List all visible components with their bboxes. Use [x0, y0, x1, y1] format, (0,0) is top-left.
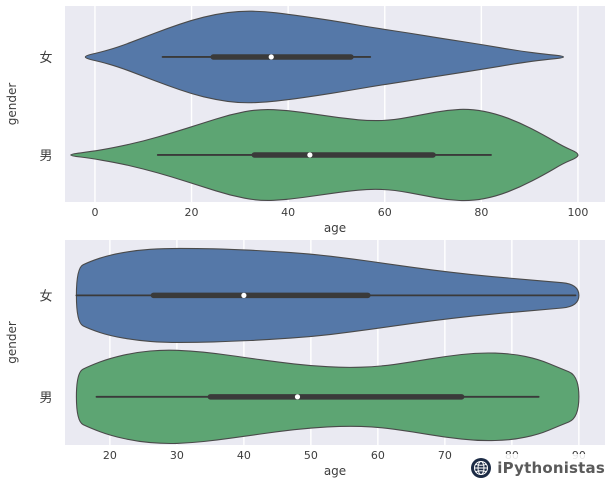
x-tick-label: 20: [103, 449, 117, 462]
x-tick-label: 50: [304, 449, 318, 462]
y-axis-label: gender: [5, 83, 19, 126]
x-tick-label: 60: [378, 206, 392, 219]
median-dot: [307, 152, 313, 158]
x-tick-label: 70: [438, 449, 452, 462]
watermark-label: iPythonistas: [497, 459, 605, 477]
x-axis-label: age: [324, 464, 346, 478]
x-tick-label: 20: [185, 206, 199, 219]
category-label: 女: [39, 288, 52, 304]
category-label: 女: [39, 50, 52, 66]
subplot-top: 女男 0 20 40 60 80 100 age gender: [5, 6, 605, 235]
x-tick-label: 80: [474, 206, 488, 219]
x-tick-label: 100: [567, 206, 588, 219]
x-tick-label: 60: [371, 449, 385, 462]
category-label: 男: [39, 149, 52, 164]
globe-icon: [470, 457, 492, 479]
y-axis-label: gender: [5, 321, 19, 364]
category-label: 男: [39, 391, 52, 406]
x-axis-label: age: [324, 221, 346, 235]
x-tick-label: 30: [170, 449, 184, 462]
median-dot: [294, 394, 301, 400]
median-dot: [268, 54, 274, 60]
watermark: iPythonistas: [465, 454, 610, 482]
subplot-bottom: 女男2030405060708090agegender: [5, 240, 605, 478]
x-tick-label: 40: [281, 206, 295, 219]
x-tick-label: 0: [91, 206, 98, 219]
median-dot: [241, 292, 247, 298]
x-tick-label: 40: [237, 449, 251, 462]
